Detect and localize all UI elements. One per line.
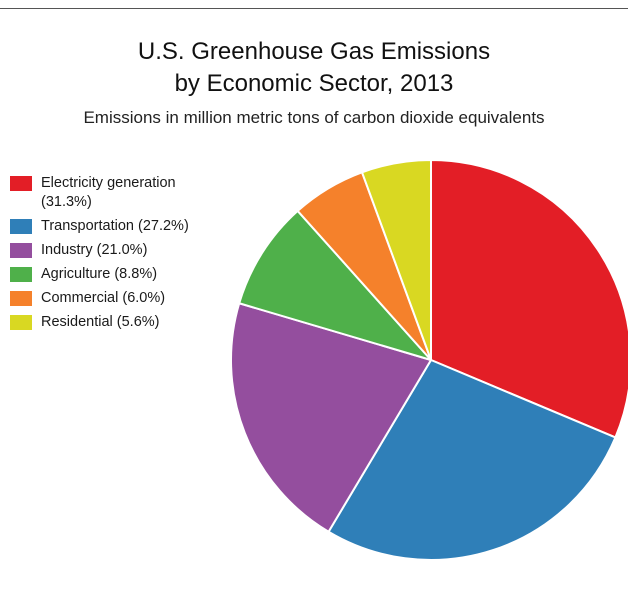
legend-label-transportation: Transportation — [41, 218, 134, 234]
pie-slice-residential — [361, 159, 432, 361]
legend-swatch-agriculture — [10, 267, 32, 282]
pie-slice-industry — [229, 302, 432, 533]
legend-pct-industry: (21.0%) — [96, 242, 148, 258]
chart-subtitle: Emissions in million metric tons of carb… — [83, 108, 545, 127]
legend-item-agriculture: Agriculture (8.8%) — [10, 265, 230, 284]
legend-swatch-electricity — [10, 176, 32, 191]
legend-item-residential: Residential (5.6%) — [10, 313, 230, 332]
legend-pct-agriculture: (8.8%) — [114, 266, 158, 282]
legend-swatch-residential — [10, 315, 32, 330]
legend-item-electricity: Electricity generation (31.3%) — [10, 174, 230, 212]
legend-item-industry: Industry (21.0%) — [10, 241, 230, 260]
legend-label-residential: Residential — [41, 314, 113, 330]
chart-title-line-1: U.S. Greenhouse Gas Emissions — [137, 38, 491, 65]
legend-pct-transportation: (27.2%) — [138, 218, 189, 234]
chart-title-line-2: by Economic Sector, 2013 — [174, 70, 454, 97]
pie-slice-transportation — [327, 359, 617, 561]
legend-swatch-transportation — [10, 219, 32, 234]
legend-label-commercial: Commercial — [41, 290, 119, 306]
legend-item-commercial: Commercial (6.0%) — [10, 289, 230, 308]
legend-pct-electricity: (31.3%) — [41, 194, 92, 210]
top-rule — [0, 8, 628, 9]
legend-label-industry: Industry — [41, 242, 93, 258]
legend-swatch-industry — [10, 243, 32, 258]
pie-slice-electricity — [430, 159, 628, 439]
legend-pct-commercial: (6.0%) — [122, 290, 166, 306]
chart-title: U.S. Greenhouse Gas Emissions by Economi… — [0, 36, 628, 100]
legend-label-agriculture: Agriculture — [41, 266, 111, 282]
legend-swatch-commercial — [10, 291, 32, 306]
pie-slice-agriculture — [238, 209, 432, 361]
legend-item-transportation: Transportation (27.2%) — [10, 217, 230, 236]
pie-slice-commercial — [296, 171, 432, 361]
chart-legend: Electricity generation (31.3%) Transport… — [10, 174, 230, 337]
legend-label-electricity: Electricity generation — [41, 175, 176, 191]
legend-pct-residential: (5.6%) — [116, 314, 160, 330]
